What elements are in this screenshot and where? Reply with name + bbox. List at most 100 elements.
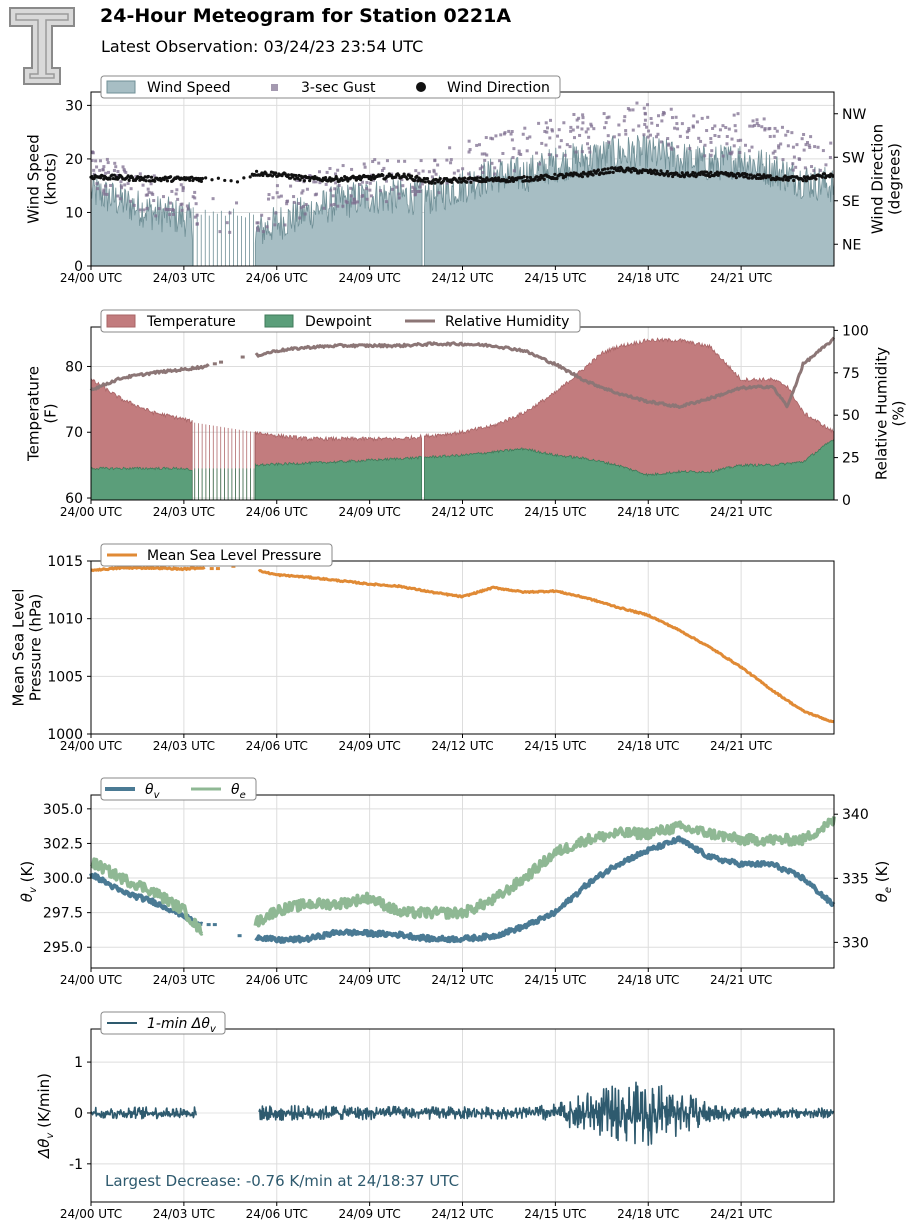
gust-point [430, 175, 434, 179]
gust-point [790, 131, 794, 135]
gust-point [734, 129, 738, 133]
gust-point [643, 122, 647, 126]
gust-point [256, 226, 260, 230]
temp-y2tick-label: 100 [842, 323, 869, 339]
gust-point [697, 136, 701, 140]
wind-speed-area [90, 173, 193, 267]
wind-xtick-label: 24/15 UTC [524, 271, 586, 285]
gust-point [149, 182, 153, 186]
wind-direction-point [308, 179, 312, 183]
wind-direction-point [555, 176, 559, 181]
gust-point [92, 168, 96, 172]
wind-direction-point [286, 173, 291, 177]
gust-point [711, 126, 715, 130]
dtheta-xtick-label: 24/21 UTC [710, 1207, 772, 1221]
gust-point [385, 179, 389, 183]
gust-point [517, 152, 521, 156]
gust-point [733, 124, 737, 128]
temp-legend-box [100, 309, 581, 333]
wind-direction-point [149, 175, 154, 179]
wind-legend-label: Wind Speed [147, 80, 231, 96]
gust-point [385, 159, 389, 163]
gust-point [699, 139, 703, 143]
gust-point [676, 127, 680, 131]
gust-point [461, 167, 465, 171]
gust-point [301, 189, 305, 193]
gust-point [604, 121, 608, 125]
temp-ylabel2-line: (%) [890, 401, 908, 427]
gust-point [705, 129, 709, 133]
gust-point [489, 136, 493, 140]
gust-point [730, 137, 734, 141]
wind-direction-point [199, 179, 203, 183]
gust-point [350, 167, 354, 171]
gust-point [791, 145, 795, 149]
wind-speed-area [254, 177, 423, 267]
theta-xtick-label: 24/15 UTC [524, 973, 586, 987]
wind-xtick-label: 24/18 UTC [617, 271, 679, 285]
wind-direction-point [456, 180, 460, 184]
gust-point [433, 158, 437, 162]
gust-point [193, 196, 197, 200]
gust-point [298, 216, 302, 220]
pressure-ylabel: Mean Sea Level Pressure (hPa) [10, 589, 45, 707]
gust-point [643, 118, 647, 122]
wind-direction-point [655, 169, 659, 173]
gust-point [584, 130, 588, 134]
gust-point [371, 178, 375, 182]
wind-direction-point [302, 179, 306, 183]
gust-point [718, 128, 722, 132]
wind-direction-point [617, 169, 622, 173]
gust-point [581, 121, 585, 125]
gust-point [305, 187, 309, 191]
gust-point [703, 154, 707, 158]
gust-point [456, 169, 460, 173]
gust-point [304, 202, 308, 206]
gust-point [318, 181, 322, 185]
theta-xtick-label: 24/00 UTC [60, 973, 122, 987]
gust-point [174, 192, 178, 196]
gust-point [161, 195, 165, 199]
wind-direction-point [242, 176, 246, 180]
gust-point [352, 200, 356, 204]
gust-point [775, 129, 779, 133]
gust-point [452, 171, 456, 175]
gust-point [414, 190, 418, 194]
gust-point [590, 124, 594, 128]
wind-ylabel-line: Wind Speed [25, 134, 43, 224]
wind-direction-point [229, 179, 233, 183]
wind-direction-point [416, 179, 420, 183]
gust-point [750, 145, 754, 149]
gust-point [544, 143, 548, 147]
gust-point [739, 138, 743, 142]
gust-point [607, 115, 611, 119]
wind-direction-point [335, 177, 339, 181]
gust-point [483, 158, 487, 162]
gust-point [670, 116, 674, 120]
gust-point [800, 137, 804, 141]
gust-point [349, 194, 353, 198]
gust-point [736, 139, 740, 143]
wind-legend-box [100, 75, 561, 99]
gust-point [706, 115, 710, 119]
wind-direction-point [709, 170, 713, 174]
wind-direction-point [465, 180, 469, 184]
gust-point [666, 143, 670, 147]
gust-point [545, 126, 549, 130]
dtheta-xtick-label: 24/06 UTC [246, 1207, 308, 1221]
dewpoint-area [254, 455, 423, 501]
gust-point [804, 143, 808, 147]
gust-point [490, 161, 494, 165]
gust-point [477, 143, 481, 147]
dtheta-ylabel-line: Δθv (K/min) [35, 1073, 56, 1159]
gust-point [777, 146, 781, 150]
gust-point [368, 188, 372, 192]
pressure-ytick-label: 1015 [47, 554, 83, 570]
page-subtitle: Latest Observation: 03/24/23 23:54 UTC [101, 37, 424, 56]
gust-point [617, 123, 621, 127]
university-logo [8, 6, 76, 88]
gust-point [686, 135, 690, 139]
wind-direction-point [438, 176, 442, 181]
pressure-ytick-label: 1010 [47, 612, 83, 628]
gust-point [510, 138, 514, 142]
